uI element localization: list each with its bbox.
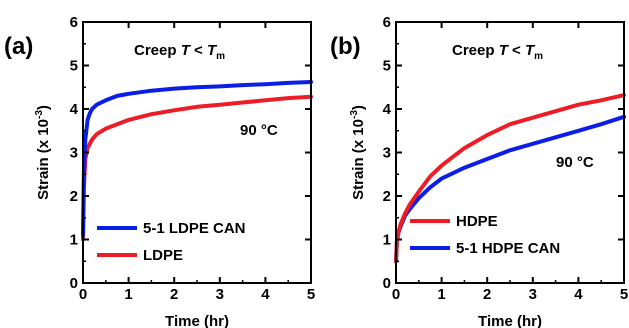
legend-label: 5-1 HDPE CAN <box>456 240 560 257</box>
x-tick-label: 3 <box>216 286 224 303</box>
y-tick-label: 6 <box>383 14 391 31</box>
plot-frame <box>82 21 312 284</box>
x-tick-label: 2 <box>483 286 491 303</box>
legend-label: LDPE <box>143 247 183 264</box>
annotation-title: Creep T < Tm <box>134 42 225 62</box>
y-tick-label: 0 <box>70 275 78 292</box>
panel-label: (a) <box>4 33 33 60</box>
y-axis-title-suffix: ) <box>35 105 52 110</box>
annotation-T: T <box>181 42 192 59</box>
annotation-Tm: T <box>525 42 536 59</box>
annotation-lt: < <box>508 42 525 59</box>
legend: HDPE 5-1 HDPE CAN <box>410 213 560 257</box>
annotation-temperature: 90 °C <box>556 154 594 171</box>
annotation-T: T <box>499 42 510 59</box>
y-axis-title-prefix: Strain (x 10 <box>350 119 367 200</box>
y-tick-label: 5 <box>383 58 391 75</box>
series-lines <box>394 93 626 264</box>
series-line-5-1-ldpe-can <box>81 80 313 238</box>
x-tick-label: 2 <box>170 286 178 303</box>
legend-label: 5-1 LDPE CAN <box>143 220 246 237</box>
y-tick-label: 6 <box>70 14 78 31</box>
y-tick-label: 3 <box>383 145 391 162</box>
x-tick-label: 5 <box>307 286 315 303</box>
legend: 5-1 LDPE CAN LDPE <box>97 220 246 264</box>
x-axis-title: Time (hr) <box>478 313 542 328</box>
x-tick-label: 1 <box>437 286 445 303</box>
annotation-lt: < <box>190 42 207 59</box>
x-tick-label: 4 <box>574 286 583 303</box>
annotation-subscript-m: m <box>534 51 543 62</box>
legend-label: HDPE <box>456 213 498 230</box>
y-tick-label: 3 <box>70 145 78 162</box>
y-tick-label: 5 <box>70 58 78 75</box>
series-line-hdpe <box>394 93 626 264</box>
x-tick-label: 1 <box>124 286 132 303</box>
x-axis-title: Time (hr) <box>165 313 229 328</box>
x-tick-label: 4 <box>261 286 270 303</box>
y-tick-label: 1 <box>383 232 391 249</box>
y-tick-label: 4 <box>383 101 392 118</box>
y-tick-label: 2 <box>383 188 391 205</box>
y-axis-title-superscript: -3 <box>349 110 360 119</box>
x-tick-label: 0 <box>79 286 87 303</box>
y-tick-label: 0 <box>383 275 391 292</box>
panel-label: (b) <box>330 33 361 60</box>
annotation-title: Creep T < Tm <box>452 42 543 62</box>
y-tick-label: 2 <box>70 188 78 205</box>
y-axis-title-prefix: Strain (x 10 <box>35 119 52 200</box>
y-axis-title-superscript: -3 <box>34 110 45 119</box>
annotation-creep: Creep <box>134 42 181 59</box>
y-tick-label: 4 <box>70 101 79 118</box>
series-line-ldpe <box>81 94 313 242</box>
series-lines <box>81 80 313 242</box>
annotation-temperature: 90 °C <box>240 122 278 139</box>
annotation-creep: Creep <box>452 42 499 59</box>
x-tick-label: 0 <box>392 286 400 303</box>
x-tick-label: 5 <box>620 286 628 303</box>
annotation-Tm: T <box>207 42 218 59</box>
annotation-subscript-m: m <box>216 51 225 62</box>
x-tick-label: 3 <box>529 286 537 303</box>
y-tick-label: 1 <box>70 232 78 249</box>
panel-b: 0 1 2 3 4 5 0 1 2 3 4 5 6 Time (hr) Strain (x 10-3) (b)… <box>330 14 628 328</box>
y-axis-title-suffix: ) <box>350 105 367 110</box>
y-axis-title: Strain (x 10-3) <box>34 105 52 200</box>
y-axis-title: Strain (x 10-3) <box>349 105 367 200</box>
panel-a: 0 1 2 3 4 5 0 1 2 3 4 5 6 Time (hr) Strain (x 10-3) (a)… <box>4 14 315 328</box>
